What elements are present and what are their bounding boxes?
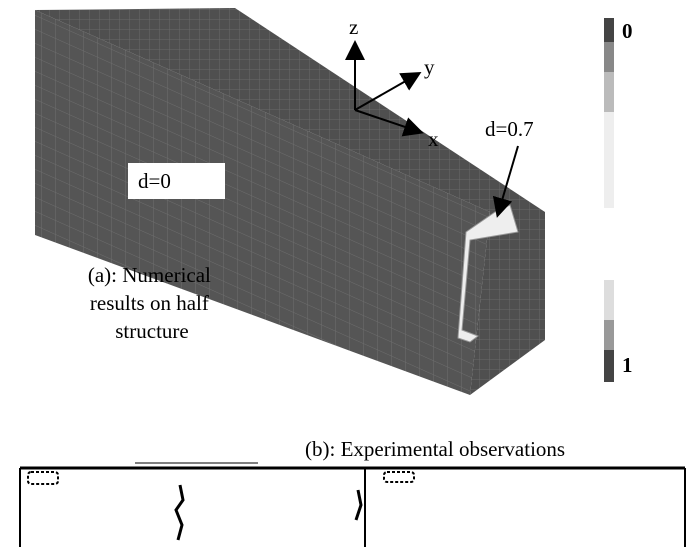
panel-caption: (b): Experimental observations: [305, 437, 565, 461]
damage-label: d=0.7: [485, 117, 534, 141]
beam-model: [35, 8, 545, 395]
damage-label: d=0: [138, 169, 171, 193]
panel-caption: (a): Numerical results on half structure: [88, 263, 216, 343]
scale-label: 1: [622, 353, 633, 377]
axis-label: z: [349, 15, 358, 39]
experiment-sketch: [20, 463, 685, 547]
axis-label: y: [424, 55, 435, 79]
color-scale: [604, 18, 614, 382]
y-axis: [355, 74, 418, 110]
scale-label: 0: [622, 19, 633, 43]
axis-label: x: [428, 127, 439, 151]
figure: z y x d=0 d=0.7 (a): Numerical results o…: [0, 0, 693, 547]
